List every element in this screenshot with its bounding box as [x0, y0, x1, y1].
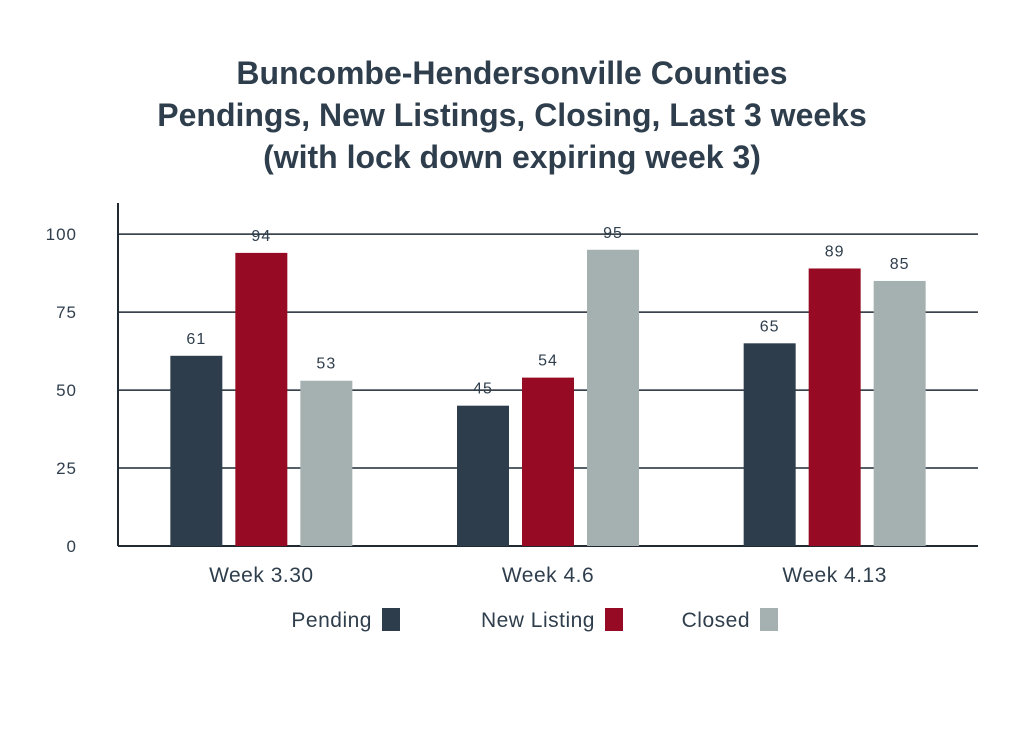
- chart-title: Buncombe-Hendersonville Counties Pending…: [0, 52, 1024, 178]
- bar-closed-0: [300, 380, 353, 546]
- data-label: 65: [760, 318, 780, 335]
- chart-title-line-3: (with lock down expiring week 3): [263, 139, 761, 175]
- y-tick-label: 25: [56, 459, 77, 478]
- y-tick-label: 50: [56, 381, 77, 400]
- bar-closed-2: [873, 280, 926, 546]
- data-label: 61: [186, 331, 206, 348]
- bar-pending-2: [743, 343, 796, 546]
- data-labels: 61 94 53 45 54 95 65 89 85: [186, 225, 910, 398]
- bar-new-listing-2: [808, 268, 861, 546]
- y-tick-label: 100: [46, 225, 77, 244]
- category-label: Week 4.6: [502, 564, 594, 587]
- data-label: 85: [890, 256, 910, 273]
- data-label: 45: [473, 381, 493, 398]
- legend-swatch-pending: [382, 608, 400, 631]
- data-label: 53: [316, 356, 336, 373]
- legend-label-pending: Pending: [291, 609, 372, 632]
- legend-label-new-listing: New Listing: [481, 609, 595, 632]
- category-labels: Week 3.30 Week 4.6 Week 4.13: [209, 564, 887, 587]
- bar-pending-1: [457, 405, 509, 546]
- chart-title-line-1: Buncombe-Hendersonville Counties: [236, 55, 788, 91]
- bars: [170, 249, 926, 547]
- data-label: 95: [603, 225, 623, 242]
- category-label: Week 3.30: [209, 564, 314, 587]
- bar-pending-0: [170, 355, 223, 546]
- legend: Pending New Listing Closed: [291, 608, 778, 632]
- bar-new-listing-0: [235, 252, 288, 546]
- y-tick-label: 75: [56, 303, 77, 322]
- bar-closed-1: [587, 249, 639, 547]
- data-label: 54: [538, 353, 558, 370]
- data-label: 89: [825, 243, 845, 260]
- legend-swatch-closed: [760, 608, 778, 631]
- legend-label-closed: Closed: [682, 609, 750, 632]
- y-tick-label: 0: [67, 537, 77, 556]
- chart-title-line-2: Pendings, New Listings, Closing, Last 3 …: [157, 97, 867, 133]
- legend-swatch-new-listing: [605, 608, 623, 631]
- data-label: 94: [251, 228, 271, 245]
- y-tick-labels: 0 25 50 75 100: [46, 225, 77, 556]
- bar-new-listing-1: [522, 377, 574, 546]
- category-label: Week 4.13: [782, 564, 887, 587]
